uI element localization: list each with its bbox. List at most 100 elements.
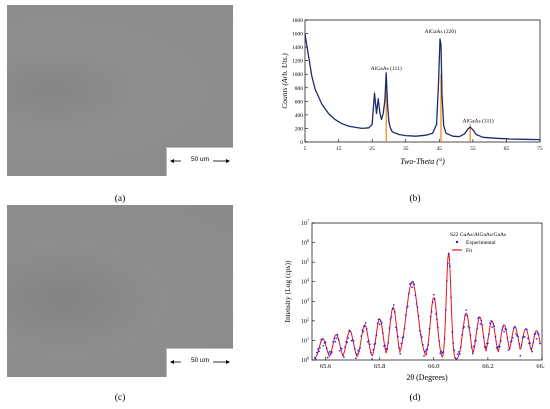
experimental-point <box>343 356 345 358</box>
experimental-point <box>314 357 316 359</box>
experimental-point <box>424 350 426 353</box>
experimental-point <box>334 340 336 343</box>
experimental-point <box>465 309 467 311</box>
y-tick-label: 107 <box>301 219 309 228</box>
experimental-point <box>510 340 513 342</box>
experimental-point <box>355 357 357 359</box>
experimental-point <box>525 328 527 330</box>
experimental-point <box>447 262 449 265</box>
experimental-point <box>421 336 423 338</box>
experimental-point <box>400 342 402 345</box>
experimental-point <box>456 353 459 355</box>
experimental-point <box>436 318 438 321</box>
y-tick-label: 600 <box>295 99 304 105</box>
experimental-point <box>384 344 386 347</box>
experimental-point <box>512 337 514 339</box>
fit-series-line <box>314 252 541 360</box>
legend-marker-experimental <box>456 241 458 243</box>
x-axis-label: Two-Theta (°) <box>400 157 445 166</box>
experimental-point <box>536 332 539 334</box>
experimental-point <box>532 341 535 344</box>
experimental-point <box>505 328 507 331</box>
experimental-point <box>416 306 419 308</box>
experimental-point <box>514 325 516 328</box>
experimental-point <box>539 342 541 345</box>
experimental-point <box>504 328 506 330</box>
experimental-point <box>345 341 347 343</box>
experimental-point <box>335 337 338 339</box>
experimental-point <box>425 349 427 351</box>
experimental-point <box>365 328 368 330</box>
experimental-point <box>446 280 448 282</box>
y-tick-label: 100 <box>301 356 309 365</box>
experimental-point <box>368 340 370 342</box>
experimental-point <box>483 346 486 348</box>
scale-bar-arrow-a <box>170 159 230 163</box>
experimental-point <box>317 348 319 350</box>
y-axis-label: Intensity (Log (cps)) <box>283 260 292 323</box>
experimental-point <box>423 355 425 357</box>
experimental-point <box>336 334 339 336</box>
experimental-point <box>324 341 327 343</box>
experimental-point <box>428 327 431 330</box>
rocking-curve-chart: 100 101 102 103 104 105 106 107 65.6 65.8 66.0 66.2… <box>283 219 545 383</box>
experimental-point <box>481 324 484 326</box>
experimental-point <box>374 342 377 345</box>
experimental-point <box>404 314 407 316</box>
experimental-point <box>470 346 473 349</box>
y-tick-label: 1600 <box>292 32 303 38</box>
experimental-point <box>332 341 334 343</box>
experimental-point <box>438 340 440 342</box>
experimental-point <box>530 347 532 350</box>
experimental-point <box>487 342 489 344</box>
experimental-point <box>387 342 390 344</box>
y-tick-label: 200 <box>295 126 304 132</box>
experimental-point <box>315 358 317 360</box>
experimental-point <box>441 352 444 354</box>
panel-label-c: (c) <box>114 393 126 403</box>
experimental-point <box>402 336 405 338</box>
experimental-point <box>463 326 465 328</box>
experimental-point <box>371 358 373 360</box>
x-tick-label: 65 <box>504 146 510 152</box>
experimental-point <box>326 356 329 359</box>
experimental-point <box>383 345 385 347</box>
experimental-point <box>429 316 432 318</box>
plot-frame <box>304 19 541 143</box>
micrograph-c: 50 um <box>7 205 233 377</box>
peak-annotation: AlGaAs (220) <box>425 28 456 35</box>
experimental-point <box>348 329 351 332</box>
experimental-point <box>320 339 322 341</box>
scale-bar-a: 50 um <box>166 147 233 176</box>
experimental-point <box>531 350 533 353</box>
x-tick-label: 66.2 <box>482 363 493 370</box>
experimental-point <box>508 347 511 349</box>
y-tick-label: 400 <box>295 113 304 119</box>
experimental-point <box>460 346 462 348</box>
experimental-point <box>528 342 530 344</box>
experimental-point <box>318 350 320 353</box>
experimental-point <box>409 283 411 285</box>
experimental-point <box>489 322 491 325</box>
y-tick-label: 1000 <box>292 72 303 78</box>
experimental-point <box>500 340 502 342</box>
experimental-point <box>534 333 537 335</box>
experimental-point <box>468 327 471 329</box>
experimental-point <box>454 357 457 359</box>
y-tick-label: 105 <box>301 258 309 267</box>
experimental-point <box>378 323 381 326</box>
experimental-point <box>344 346 346 348</box>
experimental-point <box>322 345 325 347</box>
chart-title: S22 GaAs/AlGaAs/GaAs <box>450 232 506 238</box>
legend-label-experimental: Experimental <box>466 240 496 246</box>
experimental-point <box>341 348 343 350</box>
experimental-point <box>535 338 538 340</box>
experimental-point <box>333 337 335 340</box>
experimental-point <box>472 352 474 355</box>
experimental-point <box>356 353 358 355</box>
experimental-point <box>321 338 323 340</box>
experimental-point <box>503 331 505 333</box>
experimental-point <box>412 281 414 283</box>
experimental-point <box>467 325 470 328</box>
y-tick-label: 103 <box>301 297 309 306</box>
